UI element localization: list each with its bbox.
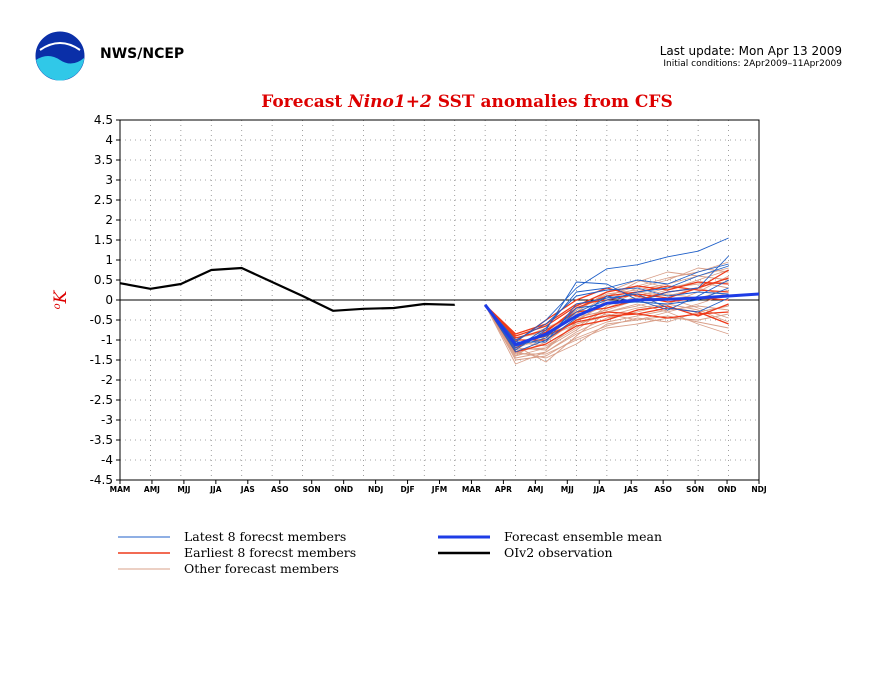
x-tick-label: AMJ [527,485,543,494]
legend-label-other: Other forecast members [184,561,339,576]
legend-label-earliest: Earliest 8 forecst members [184,545,356,560]
y-tick-label: 4 [105,133,113,147]
x-tick-label: AMJ [144,485,160,494]
x-tick-label: NDJ [368,485,384,494]
legend-label-observation: OIv2 observation [504,545,613,560]
x-tick-label: MJJ [177,485,190,494]
x-tick-label: MAR [462,485,481,494]
y-tick-label: 4.5 [94,113,113,127]
x-tick-label: APR [495,485,512,494]
y-tick-label: 3 [105,173,113,187]
chart-title-prefix: Forecast [261,92,348,112]
y-tick-label: -0.5 [90,313,113,327]
y-axis-label-unit: K [51,289,71,304]
other-member-line [484,303,729,365]
chart-title: Forecast Nino1+2 SST anomalies from CFS [261,92,673,112]
earliest-member-line [484,303,729,353]
y-tick-label: 0.5 [94,273,113,287]
x-tick-label: SON [686,485,704,494]
x-tick-label: ASO [271,485,289,494]
y-axis-label-superscript: o [52,303,63,309]
y-axis-label: oK [51,289,71,309]
earliest-member-line [484,281,729,337]
y-tick-label: -1.5 [90,353,113,367]
legend-label-mean: Forecast ensemble mean [504,529,662,544]
legend-label-latest: Latest 8 forecst members [184,529,346,544]
y-tick-label: -4 [101,453,113,467]
last-update-text: Last update: Mon Apr 13 2009 [659,44,842,58]
agency-label: NWS/NCEP [100,46,185,62]
x-tick-label: NDJ [751,485,767,494]
x-tick-label: JJA [209,485,222,494]
y-tick-label: 0 [105,293,113,307]
y-tick-label: 2.5 [94,193,113,207]
y-tick-label: -2 [101,373,113,387]
x-tick-label: SON [303,485,321,494]
x-tick-label: OND [334,485,353,494]
latest-member-line [484,287,729,341]
other-member-line [484,304,729,359]
other-member-line [484,304,729,355]
y-tick-label: 2 [105,213,113,227]
y-tick-label: 3.5 [94,153,113,167]
x-tick-label: MJJ [561,485,574,494]
chart-title-region: Nino1+2 [347,92,432,112]
y-tick-label: -1 [101,333,113,347]
y-tick-label: -3 [101,413,113,427]
other-member-line [484,304,729,349]
initial-conditions-text: Initial conditions: 2Apr2009–11Apr2009 [663,59,842,69]
x-tick-label: MAM [110,485,131,494]
x-tick-label: JAS [240,485,255,494]
x-tick-label: ASO [654,485,672,494]
chart-title-suffix: SST anomalies from CFS [432,92,673,112]
x-tick-label: DJF [400,485,414,494]
y-tick-label: -2.5 [90,393,113,407]
y-tick-label: 1.5 [94,233,113,247]
noaa-logo-icon [34,30,86,82]
x-tick-label: OND [718,485,737,494]
latest-member-line [484,255,729,353]
x-tick-label: JFM [431,485,447,494]
x-tick-label: JAS [623,485,638,494]
x-tick-label: JJA [593,485,606,494]
observation-line [119,266,455,312]
ensemble-mean-line [483,292,760,347]
latest-member-line [484,279,729,351]
y-tick-label: 1 [105,253,113,267]
y-tick-label: -3.5 [90,433,113,447]
y-tick-label: -4.5 [90,473,113,487]
